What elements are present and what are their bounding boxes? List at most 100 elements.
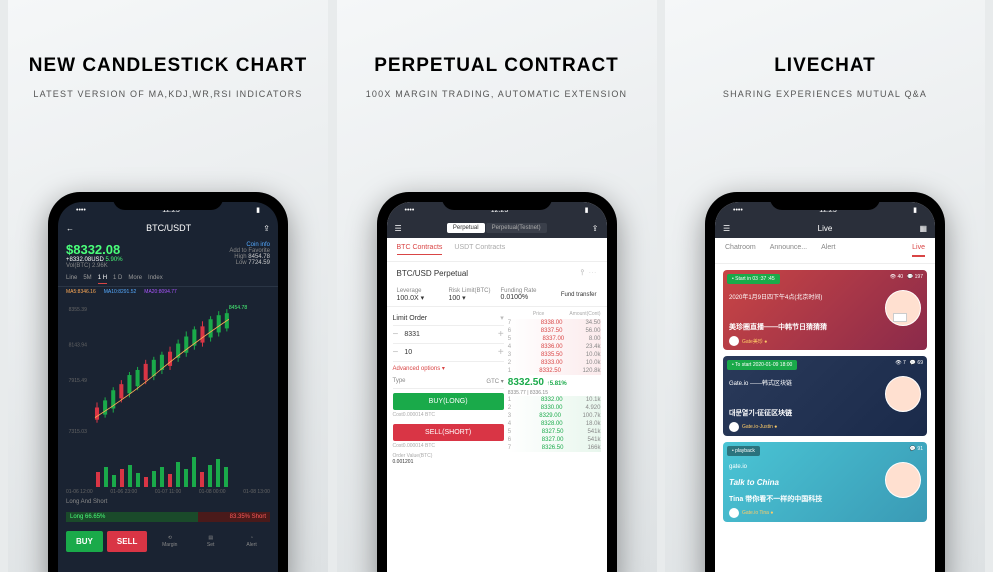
date-axis: 01-06 12:00 01-06 23:00 01-07 11:00 01-0… bbox=[58, 487, 278, 497]
host-avatar bbox=[885, 376, 921, 412]
sell-button[interactable]: SELL bbox=[107, 531, 147, 552]
headline-subtitle: LATEST VERSION OF MA,KDJ,WR,RSI INDICATO… bbox=[8, 89, 328, 99]
ma5: MA5:8346.16 bbox=[66, 289, 96, 295]
bid-row[interactable]: 48328.0018.0k bbox=[508, 420, 601, 428]
bid-row[interactable]: 58327.50541k bbox=[508, 428, 601, 436]
ma10: MA10:8291.52 bbox=[104, 289, 137, 295]
set-button[interactable]: ▤Set bbox=[192, 535, 229, 548]
ask-row[interactable]: 18332.50120.8k bbox=[508, 367, 601, 375]
date-4: 01-08 13:00 bbox=[243, 489, 270, 495]
chart-icon[interactable]: ⫯ bbox=[581, 268, 584, 277]
ytick-3: 7315.03 bbox=[69, 429, 87, 435]
asks-list: 78338.0034.5068337.5056.0058337.008.0048… bbox=[508, 319, 601, 375]
top-bar: ☰ Perpetual Perpetual(Testnet) ⇪ bbox=[387, 218, 607, 238]
tab-chatroom[interactable]: Chatroom bbox=[725, 244, 756, 257]
ma20: MA20:8094.77 bbox=[144, 289, 177, 295]
menu-icon[interactable]: ☰ bbox=[723, 224, 730, 233]
buy-long-button[interactable]: BUY(LONG) bbox=[393, 393, 504, 410]
funding-item: Funding Rate0.0100% bbox=[501, 288, 545, 302]
bid-row[interactable]: 38329.00100.7k bbox=[508, 412, 601, 420]
plus-icon[interactable]: + bbox=[498, 329, 504, 340]
card-author: Gate.io Tina ● bbox=[729, 508, 773, 518]
ytick-1: 8143.94 bbox=[69, 343, 87, 349]
live-card[interactable]: • playback 💬 91 gate.io Talk to China Ti… bbox=[723, 442, 927, 522]
card-title: Tina 带你看不一样的中国科技 bbox=[729, 494, 877, 504]
date-3: 01-08 00:00 bbox=[199, 489, 226, 495]
ask-row[interactable]: 58337.008.00 bbox=[508, 335, 601, 343]
tab-testnet[interactable]: Perpetual(Testnet) bbox=[486, 223, 547, 233]
pair-selector[interactable]: BTC/USD Perpetual bbox=[397, 269, 469, 278]
live-cards-list: • Start in 03 :37 :45 👁 40💬 197 2020年1月9… bbox=[715, 270, 935, 522]
ask-row[interactable]: 78338.0034.50 bbox=[508, 319, 601, 327]
price-main: $8332.08 bbox=[66, 242, 123, 257]
vol-label: Vol(BTC) bbox=[66, 263, 90, 269]
share-icon[interactable]: ⇪ bbox=[592, 224, 599, 233]
tab-perpetual[interactable]: Perpetual bbox=[447, 223, 485, 233]
leverage-item[interactable]: Leverage100.0X ▾ bbox=[397, 288, 441, 302]
status-battery-icon: ▮ bbox=[256, 206, 260, 214]
date-2: 01-07 11:00 bbox=[155, 489, 181, 495]
promo-panel-chart: NEW CANDLESTICK CHART LATEST VERSION OF … bbox=[8, 0, 328, 572]
tf-1d[interactable]: 1 D bbox=[113, 275, 122, 284]
plus-icon[interactable]: + bbox=[498, 347, 504, 358]
ls-label: Long And Short bbox=[58, 497, 278, 507]
comments-icon: 💬 91 bbox=[910, 446, 923, 452]
tab-alert[interactable]: Alert bbox=[821, 244, 835, 257]
tab-live[interactable]: Live bbox=[912, 244, 925, 257]
ask-row[interactable]: 38335.5010.0k bbox=[508, 351, 601, 359]
headline-subtitle: SHARING EXPERIENCES MUTUAL Q&A bbox=[665, 89, 985, 99]
candlestick-chart[interactable]: 8355.39 8143.94 7915.49 7315.03 8454.78 bbox=[58, 297, 278, 447]
top-bar: ☰ Live ▦ bbox=[715, 218, 935, 238]
talk-title: Talk to China bbox=[729, 478, 779, 487]
bottom-actions: BUY SELL ⟲Margin ▤Set ◔Alert bbox=[58, 527, 278, 556]
bids-list: 18332.0010.1k28330.004.92038329.00100.7k… bbox=[508, 396, 601, 452]
calendar-icon[interactable]: ▦ bbox=[919, 224, 927, 233]
tf-line[interactable]: Line bbox=[66, 275, 77, 284]
card-head: gate.io bbox=[729, 464, 747, 470]
alert-button[interactable]: ◔Alert bbox=[233, 535, 270, 548]
tab-usdt-contracts[interactable]: USDT Contracts bbox=[454, 244, 505, 255]
price-stepper[interactable]: −8331+ bbox=[393, 326, 504, 344]
segment-tabs: Perpetual Perpetual(Testnet) bbox=[447, 223, 547, 233]
amount-stepper[interactable]: −10+ bbox=[393, 344, 504, 362]
bid-row[interactable]: 28330.004.920 bbox=[508, 404, 601, 412]
risk-item[interactable]: Risk Limit(BTC)100 ▾ bbox=[449, 288, 493, 302]
ask-row[interactable]: 48336.0023.4k bbox=[508, 343, 601, 351]
bid-row[interactable]: 78326.50166k bbox=[508, 444, 601, 452]
order-type-selector[interactable]: Limit Order▾ bbox=[393, 311, 504, 326]
pair-selector[interactable]: BTC/USDT bbox=[146, 223, 191, 233]
margin-button[interactable]: ⟲Margin bbox=[151, 535, 188, 548]
minus-icon[interactable]: − bbox=[393, 347, 399, 358]
price-pct: 5.90% bbox=[106, 257, 123, 263]
tf-1h[interactable]: 1 H bbox=[98, 275, 107, 284]
advanced-options[interactable]: Advanced options ▾ bbox=[393, 362, 504, 375]
phone-mockup: •••• 12:23 ▮ ☰ Perpetual Perpetual(Testn… bbox=[377, 192, 617, 572]
back-icon[interactable]: ← bbox=[66, 224, 74, 233]
share-icon[interactable]: ⇪ bbox=[263, 224, 270, 233]
ask-row[interactable]: 28333.0010.0k bbox=[508, 359, 601, 367]
menu-icon[interactable]: ☰ bbox=[395, 224, 402, 233]
live-card[interactable]: • To start 2020-01-09 18:00 👁 7💬 69 Gate… bbox=[723, 356, 927, 436]
headline-title: LIVECHAT bbox=[665, 55, 985, 77]
short-pct: 83.35% Short bbox=[198, 512, 270, 522]
ask-row[interactable]: 68337.5056.00 bbox=[508, 327, 601, 335]
tf-5m[interactable]: 5M bbox=[83, 275, 91, 284]
buy-button[interactable]: BUY bbox=[66, 531, 103, 552]
tab-announce[interactable]: Announce... bbox=[770, 244, 807, 257]
fund-transfer-link[interactable]: Fund transfer bbox=[553, 292, 597, 298]
screen-live: •••• 12:23 ▮ ☰ Live ▦ Chatroom Announce.… bbox=[715, 202, 935, 572]
live-card[interactable]: • Start in 03 :37 :45 👁 40💬 197 2020年1月9… bbox=[723, 270, 927, 350]
type-row[interactable]: TypeGTC ▾ bbox=[393, 375, 504, 389]
date-0: 01-06 12:00 bbox=[66, 489, 93, 495]
tf-index[interactable]: Index bbox=[148, 275, 163, 284]
sell-short-button[interactable]: SELL(SHORT) bbox=[393, 424, 504, 441]
minus-icon[interactable]: − bbox=[393, 329, 399, 340]
more-icon[interactable]: ⋯ bbox=[589, 268, 597, 277]
tf-more[interactable]: More bbox=[128, 275, 142, 284]
tab-btc-contracts[interactable]: BTC Contracts bbox=[397, 244, 443, 255]
bid-row[interactable]: 68327.00541k bbox=[508, 436, 601, 444]
chart-svg: 8355.39 8143.94 7915.49 7315.03 8454.78 bbox=[62, 301, 274, 443]
ytick-2: 7915.49 bbox=[69, 378, 87, 384]
bid-row[interactable]: 18332.0010.1k bbox=[508, 396, 601, 404]
headline: PERPETUAL CONTRACT 100X MARGIN TRADING, … bbox=[337, 0, 657, 99]
